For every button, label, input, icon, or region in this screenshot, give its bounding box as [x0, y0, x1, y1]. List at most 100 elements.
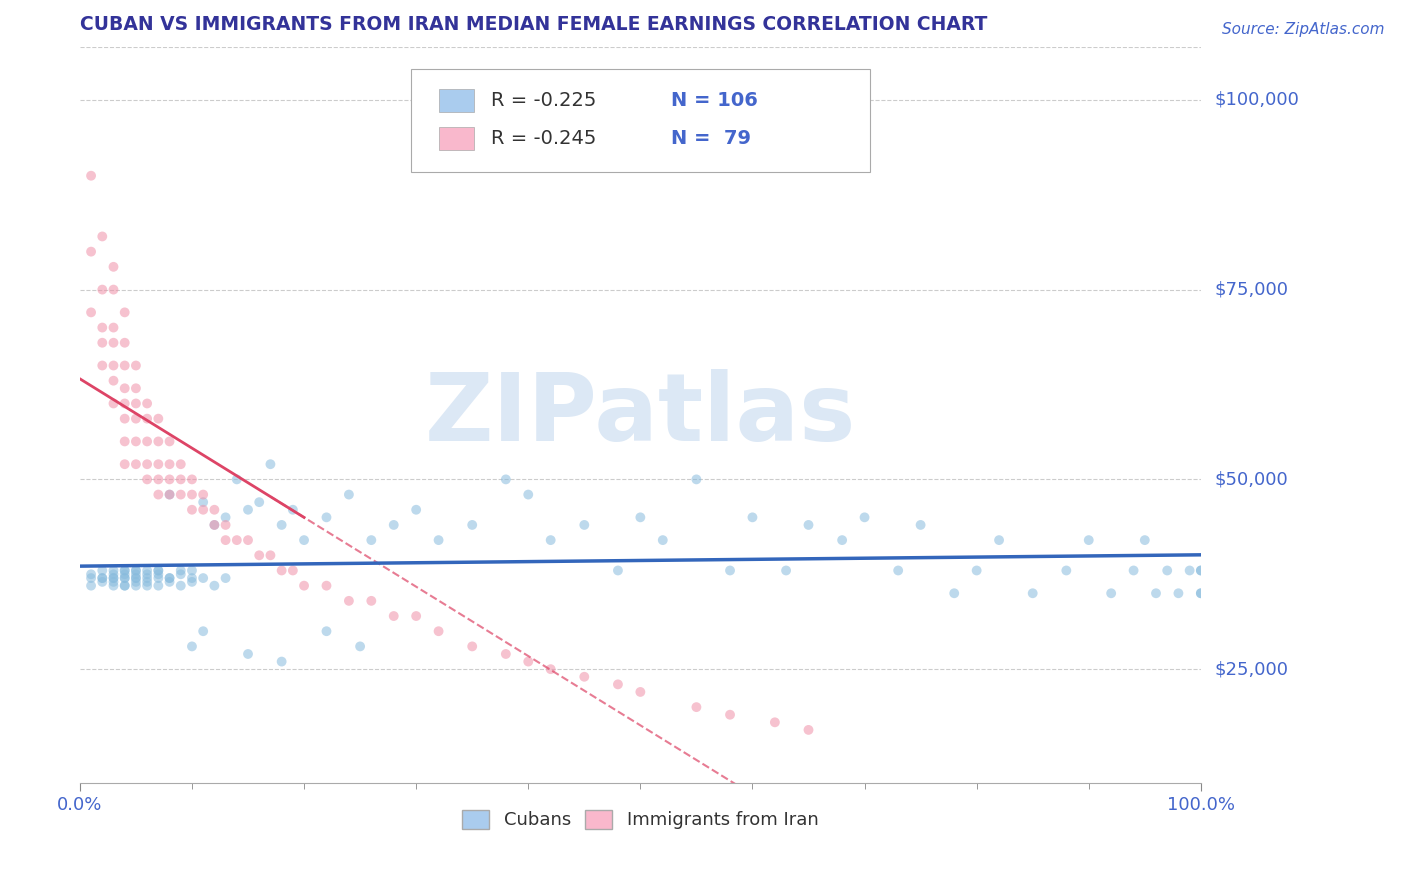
Point [202, 579, 225, 593]
Point [114, 434, 136, 449]
Point [574, 517, 596, 532]
Point [136, 574, 159, 589]
Point [170, 487, 193, 501]
Point [1189, 564, 1212, 578]
Point [125, 396, 148, 410]
Point [114, 305, 136, 319]
Text: R = -0.225: R = -0.225 [491, 91, 596, 110]
FancyBboxPatch shape [439, 127, 474, 151]
Point [337, 487, 360, 501]
Point [103, 571, 125, 585]
Point [181, 571, 204, 585]
Point [114, 411, 136, 425]
Point [103, 571, 125, 585]
Point [125, 574, 148, 589]
Point [181, 574, 204, 589]
Point [114, 335, 136, 350]
Point [148, 487, 170, 501]
Point [103, 283, 125, 297]
Point [741, 510, 763, 524]
Point [1156, 564, 1178, 578]
Point [148, 457, 170, 471]
Point [495, 647, 517, 661]
Point [91, 335, 114, 350]
Point [763, 715, 786, 730]
Point [1189, 564, 1212, 578]
Point [292, 533, 315, 548]
Point [607, 564, 630, 578]
Text: N = 106: N = 106 [671, 91, 758, 110]
Point [718, 564, 741, 578]
Point [181, 640, 204, 654]
Point [125, 434, 148, 449]
Point [236, 533, 259, 548]
Point [136, 411, 159, 425]
Point [405, 609, 427, 624]
Point [80, 305, 103, 319]
Point [159, 457, 181, 471]
Point [114, 579, 136, 593]
Text: ZIPatlas: ZIPatlas [425, 369, 856, 461]
Point [270, 517, 292, 532]
Point [91, 571, 114, 585]
Point [628, 685, 651, 699]
Point [181, 487, 204, 501]
Point [114, 571, 136, 585]
Point [91, 359, 114, 373]
Point [80, 244, 103, 259]
Point [159, 571, 181, 585]
Point [114, 396, 136, 410]
Point [1077, 533, 1099, 548]
Point [159, 434, 181, 449]
Point [831, 533, 853, 548]
Point [540, 533, 562, 548]
Point [103, 579, 125, 593]
Point [360, 594, 382, 608]
Point [247, 549, 270, 563]
Point [628, 510, 651, 524]
Point [517, 487, 540, 501]
Text: N =  79: N = 79 [671, 129, 751, 148]
Point [910, 517, 932, 532]
Point [148, 411, 170, 425]
Point [651, 533, 673, 548]
Point [540, 662, 562, 676]
Point [225, 533, 247, 548]
Point [193, 502, 215, 516]
Point [1054, 564, 1077, 578]
Point [427, 533, 450, 548]
Point [685, 472, 707, 486]
Point [136, 564, 159, 578]
Point [114, 457, 136, 471]
Point [148, 434, 170, 449]
Point [148, 579, 170, 593]
Point [193, 624, 215, 639]
Point [517, 655, 540, 669]
Point [292, 579, 315, 593]
Point [1021, 586, 1043, 600]
Point [114, 564, 136, 578]
Point [797, 517, 820, 532]
Text: $75,000: $75,000 [1215, 281, 1289, 299]
Point [574, 670, 596, 684]
Point [103, 564, 125, 578]
Point [125, 564, 148, 578]
Point [125, 359, 148, 373]
Point [125, 571, 148, 585]
Point [114, 571, 136, 585]
Point [136, 579, 159, 593]
Point [170, 457, 193, 471]
Point [114, 381, 136, 395]
Point [125, 579, 148, 593]
Point [270, 564, 292, 578]
Legend: Cubans, Immigrants from Iran: Cubans, Immigrants from Iran [456, 803, 825, 837]
Point [125, 457, 148, 471]
Point [1122, 564, 1144, 578]
Point [148, 564, 170, 578]
Y-axis label: Median Female Earnings: Median Female Earnings [0, 321, 7, 508]
Point [259, 549, 281, 563]
Point [103, 359, 125, 373]
Point [202, 502, 225, 516]
Point [1133, 533, 1156, 548]
Point [193, 571, 215, 585]
